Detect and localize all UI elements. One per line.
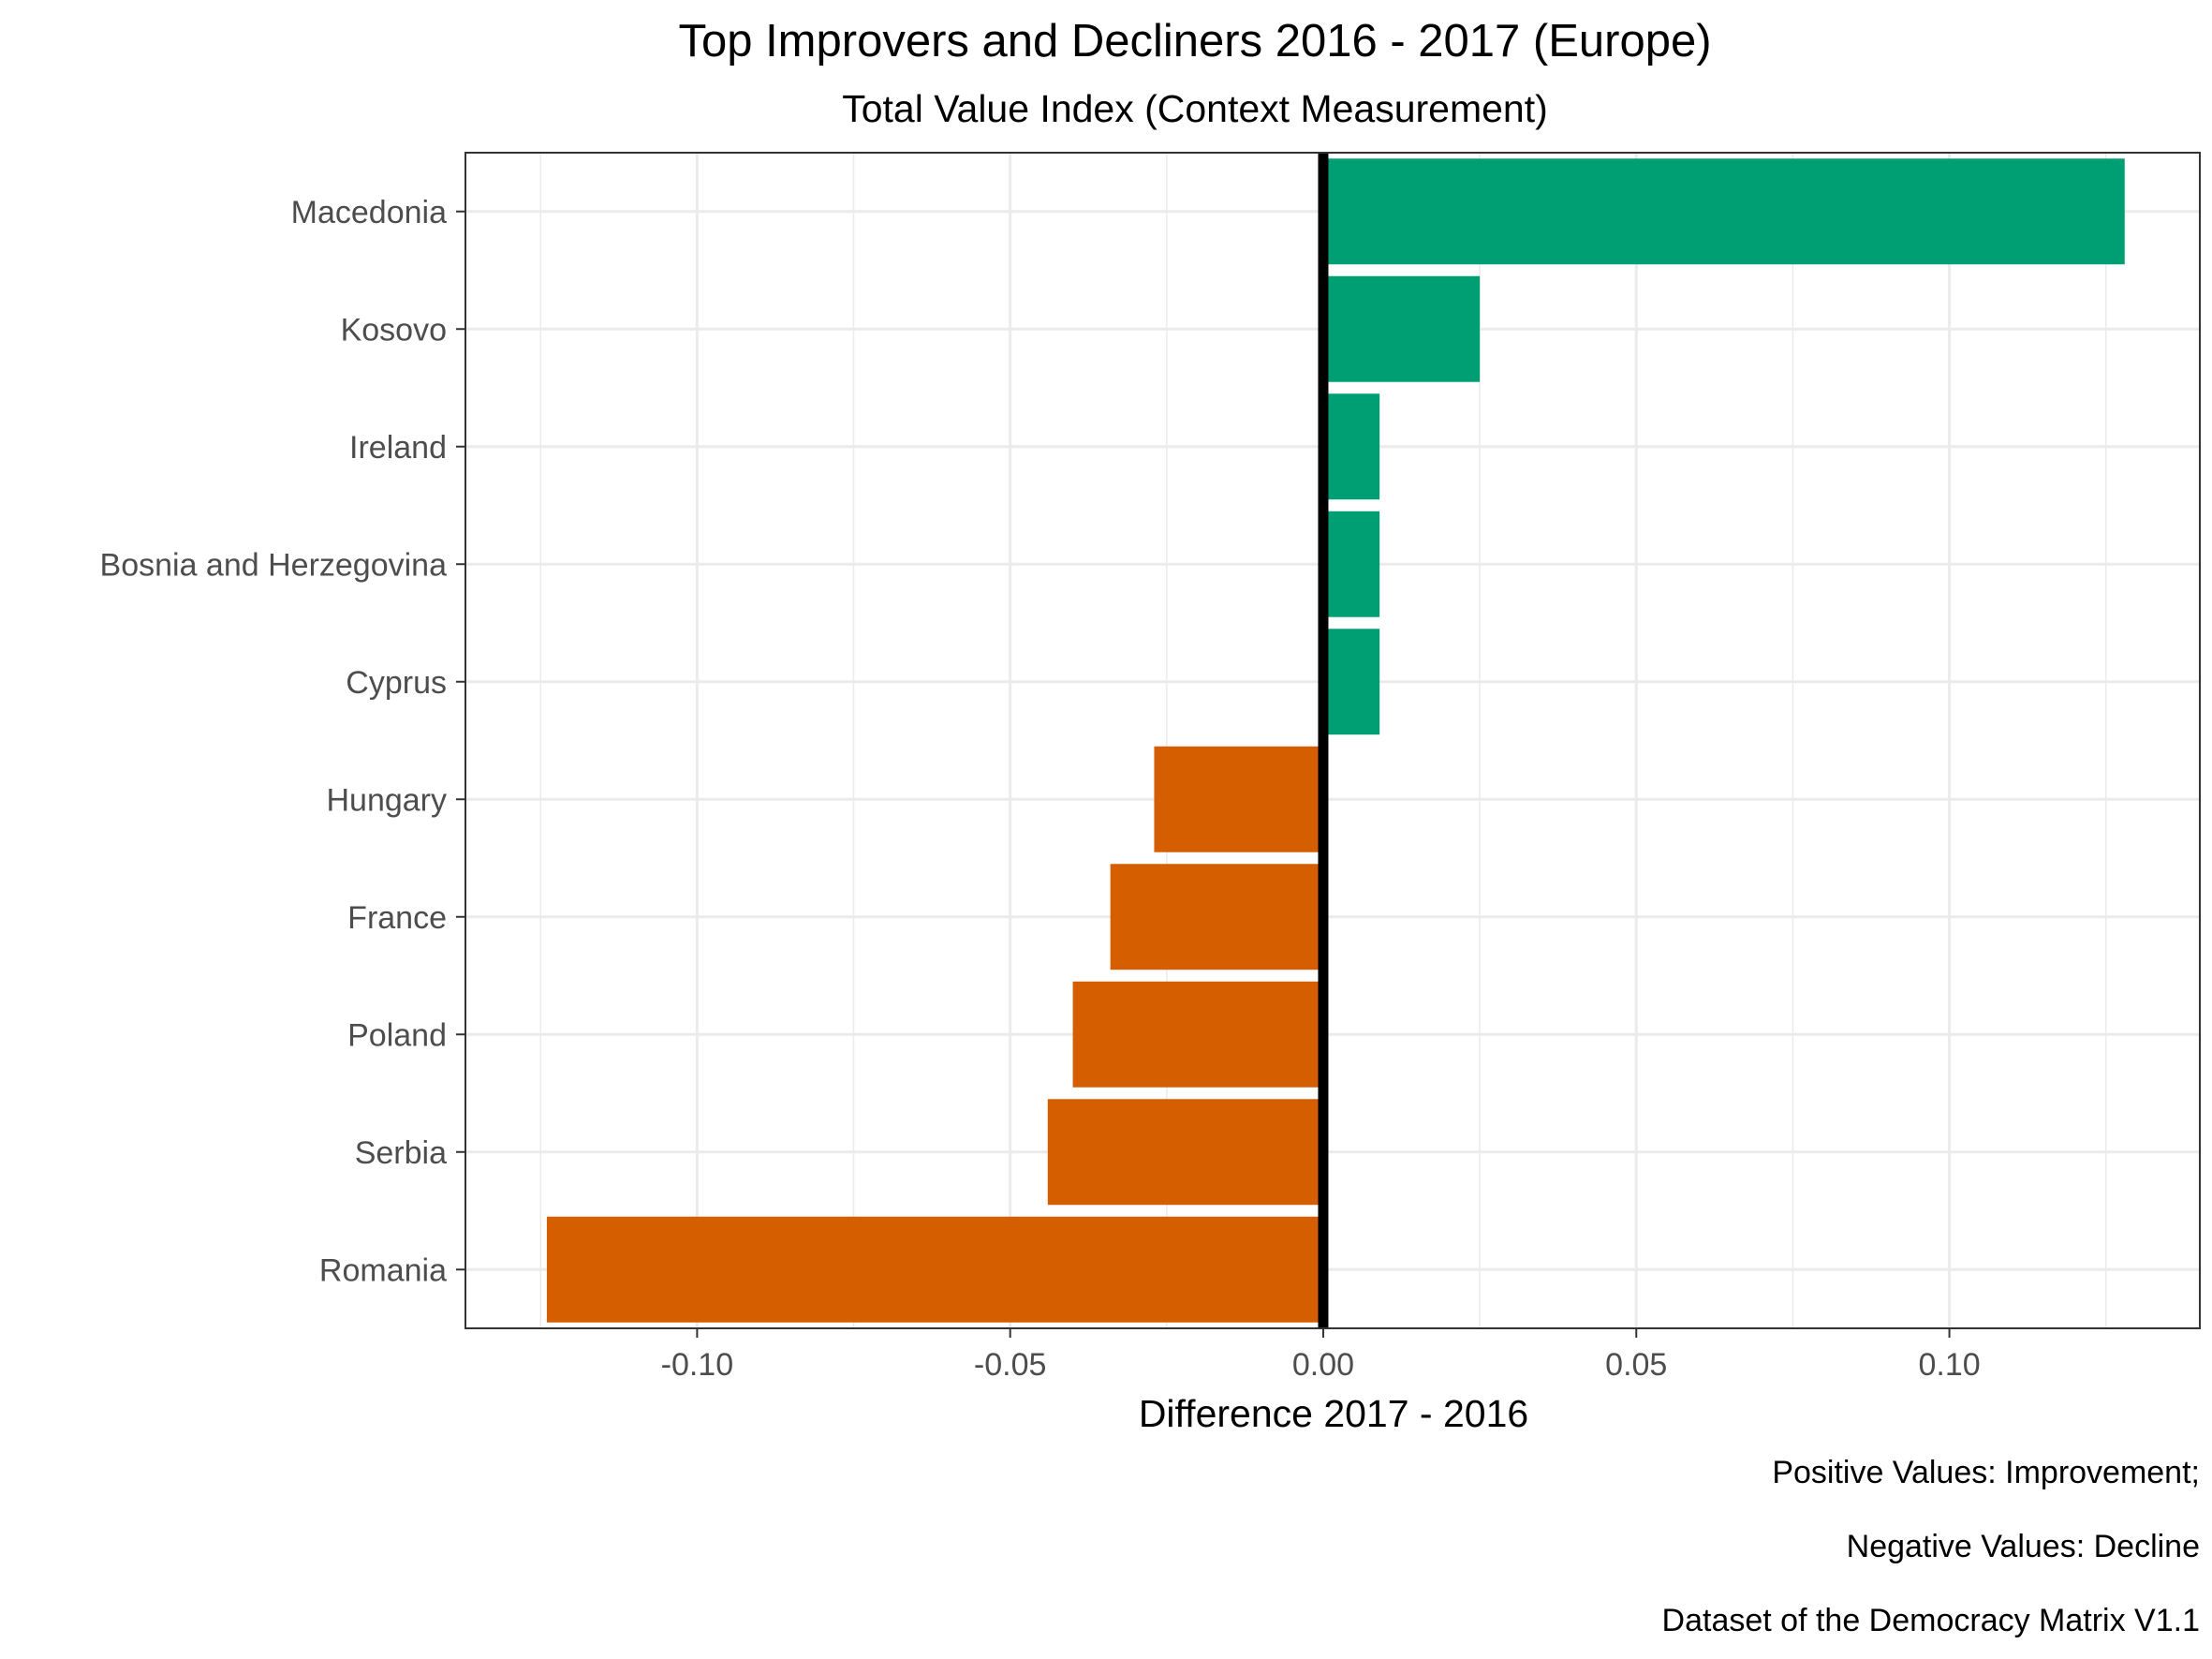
x-axis: -0.10 -0.05 0.00 0.05 0.10	[661, 1328, 1981, 1383]
y-tick-label: Bosnia and Herzegovina	[100, 547, 448, 583]
y-tick-label: Macedonia	[291, 195, 447, 230]
caption-line: Positive Values: Improvement;	[1772, 1455, 2200, 1490]
caption-line: Negative Values: Decline	[1847, 1529, 2200, 1564]
panel-border	[465, 152, 2201, 1329]
y-tick-label: France	[347, 900, 447, 936]
y-tick-label: Kosovo	[341, 312, 447, 348]
y-tick-label: Ireland	[349, 430, 447, 466]
bar-france	[1110, 864, 1323, 970]
bar-macedonia	[1322, 158, 2125, 265]
bar-cyprus	[1322, 629, 1380, 735]
bar-bosnia-and-herzegovina	[1322, 511, 1380, 617]
y-tick-label: Romania	[319, 1252, 447, 1288]
bar-hungary	[1154, 746, 1323, 852]
x-tick-label: -0.10	[661, 1347, 734, 1383]
y-tick-label: Serbia	[355, 1135, 447, 1171]
chart-title: Top Improvers and Decliners 2016 - 2017 …	[678, 16, 1711, 67]
bar-ireland	[1322, 393, 1380, 500]
y-tick-label: Cyprus	[346, 665, 447, 701]
bar-poland	[1072, 981, 1323, 1088]
x-tick-label: 0.05	[1605, 1347, 1667, 1383]
x-axis-title: Difference 2017 - 2016	[1139, 1392, 1528, 1435]
bar-serbia	[1047, 1099, 1323, 1206]
caption-line: Dataset of the Democracy Matrix V1.1	[1662, 1603, 2200, 1638]
bar-romania	[546, 1216, 1323, 1323]
caption: Positive Values: Improvement; Negative Va…	[1662, 1455, 2200, 1638]
y-axis: Macedonia Kosovo Ireland Bosnia and Herzego…	[100, 195, 465, 1288]
bars	[546, 158, 2125, 1323]
x-tick-label: -0.05	[974, 1347, 1047, 1383]
y-tick-label: Poland	[347, 1017, 447, 1053]
chart-subtitle: Total Value Index (Context Measurement)	[842, 87, 1548, 130]
x-tick-label: 0.10	[1918, 1347, 1980, 1383]
x-tick-label: 0.00	[1292, 1347, 1354, 1383]
y-tick-label: Hungary	[326, 782, 447, 818]
bar-kosovo	[1322, 275, 1481, 382]
